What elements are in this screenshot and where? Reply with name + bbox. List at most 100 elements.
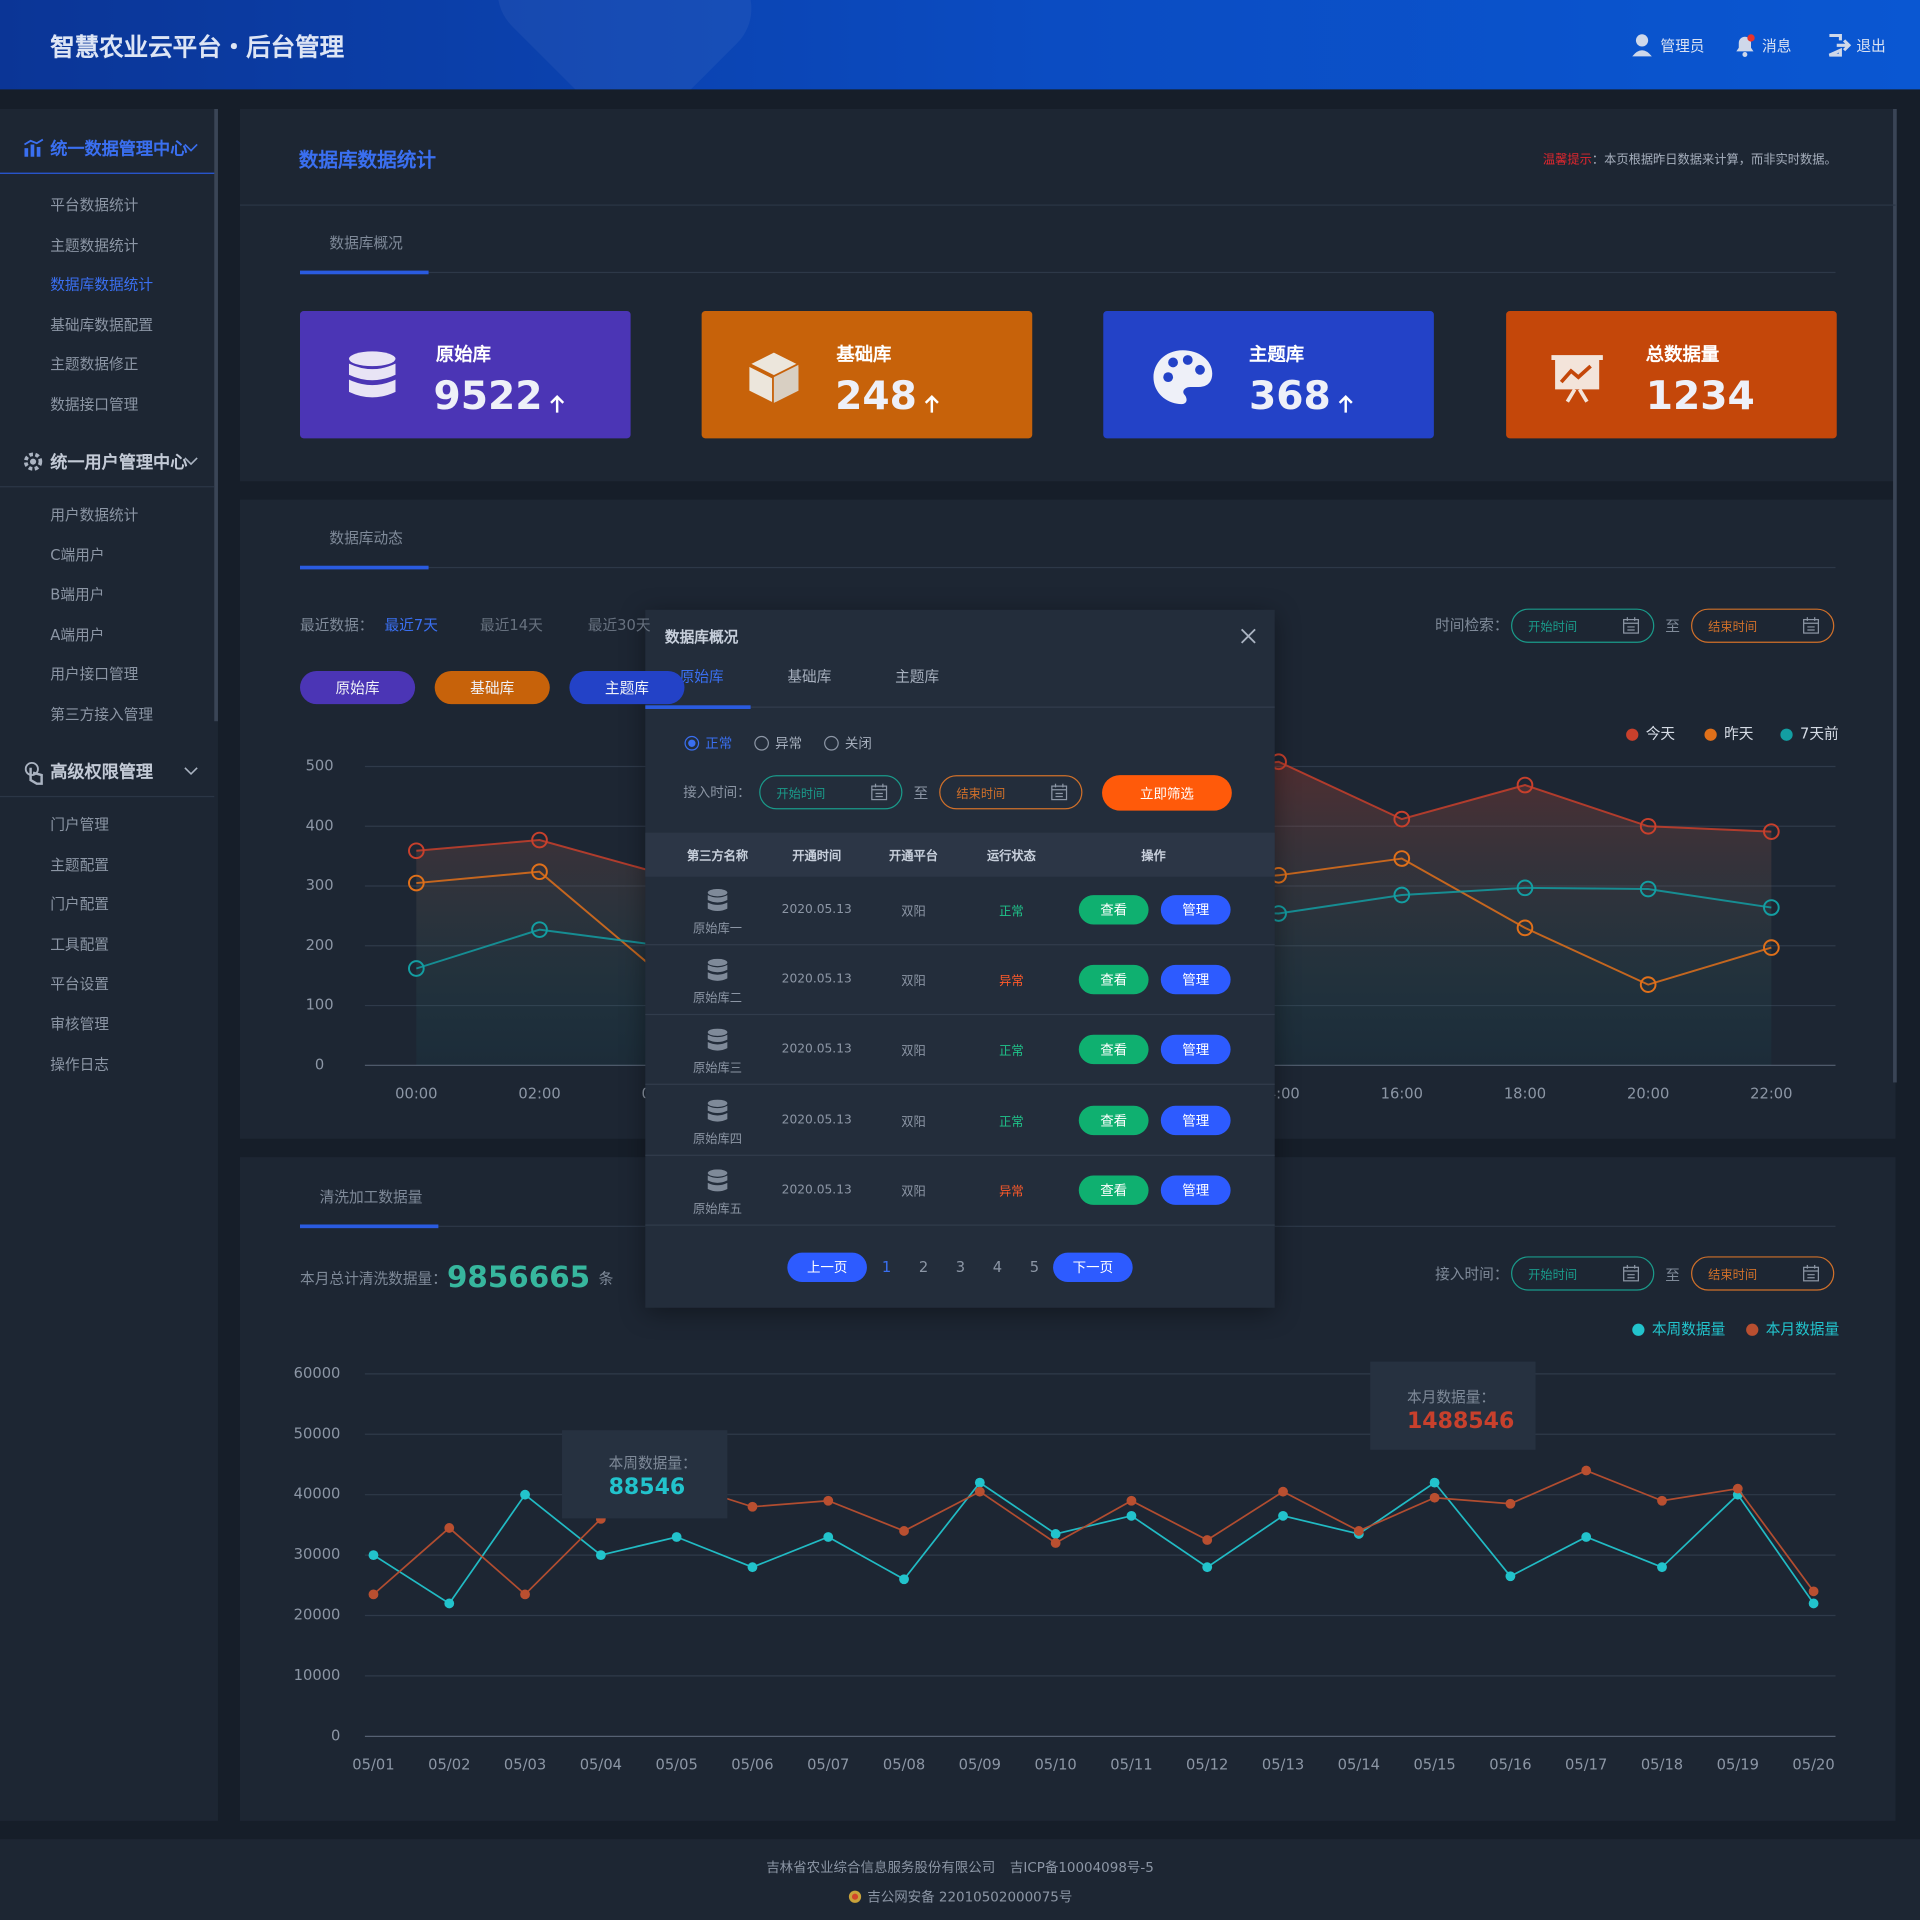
point — [1393, 886, 1411, 904]
sidebar-item[interactable]: 数据接口管理 — [50, 396, 139, 414]
sidebar-group-title[interactable]: 统一用户管理中心 — [50, 453, 188, 473]
sidebar-group-title[interactable]: 统一数据管理中心 — [50, 139, 188, 160]
view-button[interactable]: 查看 — [1078, 895, 1149, 925]
range-option[interactable]: 最近30天 — [587, 616, 651, 634]
tooltip-value: 1488546 — [1406, 1408, 1515, 1434]
point — [595, 1550, 606, 1560]
cube-icon — [748, 352, 800, 403]
sidebar-item[interactable]: 主题数据修正 — [50, 356, 139, 374]
page-number[interactable]: 2 — [918, 1258, 929, 1276]
page-title: 数据库数据统计 — [298, 148, 436, 172]
close-button[interactable] — [1240, 628, 1256, 644]
view-button[interactable]: 查看 — [1078, 1175, 1149, 1205]
point — [1126, 1510, 1137, 1521]
x-tick-label: 05/05 — [655, 1757, 697, 1774]
sidebar-item[interactable]: 平台数据统计 — [50, 196, 139, 214]
date-input[interactable]: 结束时间 — [939, 775, 1083, 810]
sidebar-item[interactable]: 主题数据统计 — [50, 236, 139, 254]
sidebar-item[interactable]: 用户数据统计 — [50, 506, 139, 524]
date-input[interactable]: 开始时间 — [1511, 608, 1655, 643]
sidebar-item[interactable]: 工具配置 — [50, 935, 109, 954]
card-value: 9522 — [433, 372, 543, 419]
tooltip-label: 本周数据量： — [608, 1454, 697, 1472]
sidebar-item[interactable]: B端用户 — [50, 586, 105, 604]
logout-icon — [1828, 33, 1852, 57]
point — [1808, 1586, 1819, 1597]
range-option[interactable]: 最近14天 — [480, 616, 543, 634]
messages-link[interactable]: 消息 — [1762, 37, 1792, 55]
date-input[interactable]: 开始时间 — [1511, 1256, 1655, 1291]
x-tick-label: 05/16 — [1489, 1757, 1531, 1774]
filter-pill[interactable]: 原始库 — [300, 671, 416, 705]
sidebar-item[interactable]: 审核管理 — [50, 1015, 109, 1033]
modal-tab[interactable]: 主题库 — [895, 667, 940, 686]
radio[interactable] — [684, 735, 700, 751]
view-button[interactable]: 查看 — [1078, 1105, 1149, 1135]
calendar-icon — [1803, 617, 1819, 634]
manage-button[interactable]: 管理 — [1160, 1035, 1231, 1065]
filter-pill[interactable]: 基础库 — [434, 671, 550, 705]
user-link[interactable]: 管理员 — [1660, 37, 1705, 55]
row-name: 原始库二 — [693, 992, 743, 1007]
y-tick-label: 200 — [306, 937, 334, 954]
sidebar-item[interactable]: C端用户 — [50, 546, 105, 564]
sidebar-item[interactable]: A端用户 — [50, 626, 105, 644]
page-number[interactable]: 5 — [1029, 1258, 1040, 1276]
manage-button[interactable]: 管理 — [1160, 965, 1231, 995]
prev-button[interactable]: 上一页 — [787, 1252, 867, 1283]
date-input[interactable]: 开始时间 — [759, 775, 903, 810]
radio-dot — [758, 740, 765, 747]
modal-tab[interactable]: 基础库 — [787, 667, 832, 686]
sidebar-item[interactable]: 门户管理 — [50, 816, 109, 834]
modal-tab[interactable]: 原始库 — [679, 667, 724, 686]
sidebar-group-title[interactable]: 高级权限管理 — [50, 762, 154, 783]
sidebar-item[interactable]: 第三方接入管理 — [50, 705, 154, 724]
card-value: 1234 — [1645, 372, 1755, 419]
range-option[interactable]: 最近7天 — [384, 616, 438, 634]
sidebar-item[interactable]: 数据库数据统计 — [50, 276, 154, 294]
time-label: 接入时间： — [683, 784, 751, 801]
tab-underline — [300, 1224, 439, 1229]
y-tick-label: 100 — [306, 997, 334, 1014]
user-icon — [1632, 34, 1652, 57]
date-input[interactable]: 结束时间 — [1691, 608, 1835, 643]
tab[interactable]: 数据库动态 — [329, 529, 403, 547]
manage-button[interactable]: 管理 — [1160, 1105, 1231, 1135]
sidebar-item[interactable]: 基础库数据配置 — [50, 316, 154, 334]
view-button[interactable]: 查看 — [1078, 965, 1149, 995]
manage-button[interactable]: 管理 — [1160, 895, 1231, 925]
tab[interactable]: 清洗加工数据量 — [319, 1188, 423, 1206]
page-number[interactable]: 1 — [881, 1258, 892, 1276]
row-name: 原始库三 — [693, 1062, 743, 1077]
x-tick-label: 05/10 — [1034, 1757, 1076, 1774]
date-input[interactable]: 结束时间 — [1691, 1256, 1835, 1291]
modal-tab-underline — [645, 705, 751, 709]
radio[interactable] — [824, 735, 839, 751]
sidebar-item[interactable]: 门户配置 — [50, 895, 109, 914]
page-number[interactable]: 4 — [992, 1258, 1003, 1276]
x-tick-label: 05/20 — [1792, 1757, 1834, 1774]
sidebar-item[interactable]: 主题配置 — [50, 856, 109, 874]
point — [1581, 1465, 1592, 1476]
manage-button[interactable]: 管理 — [1160, 1175, 1231, 1205]
card-value-row: 248 — [835, 372, 941, 419]
point — [1657, 1495, 1667, 1506]
next-button[interactable]: 下一页 — [1053, 1252, 1133, 1283]
calendar-icon — [1803, 1264, 1819, 1282]
legend-dot — [1632, 1323, 1645, 1336]
logout-link[interactable]: 退出 — [1856, 37, 1886, 55]
row-divider — [645, 1154, 1275, 1156]
sidebar-item[interactable]: 操作日志 — [50, 1055, 109, 1073]
tab[interactable]: 数据库概况 — [329, 234, 403, 252]
sidebar-item[interactable]: 平台设置 — [50, 975, 109, 993]
view-button[interactable]: 查看 — [1078, 1035, 1149, 1065]
sidebar-item[interactable]: 用户接口管理 — [50, 665, 139, 684]
filter-pill[interactable]: 主题库 — [569, 671, 685, 705]
radio[interactable] — [754, 735, 769, 751]
point — [1763, 939, 1780, 956]
to-label: 至 — [1665, 1266, 1681, 1284]
legend-label: 昨天 — [1724, 726, 1754, 743]
to-label: 至 — [913, 784, 929, 802]
page-number[interactable]: 3 — [955, 1258, 966, 1276]
filter-button[interactable]: 立即筛选 — [1102, 775, 1232, 811]
